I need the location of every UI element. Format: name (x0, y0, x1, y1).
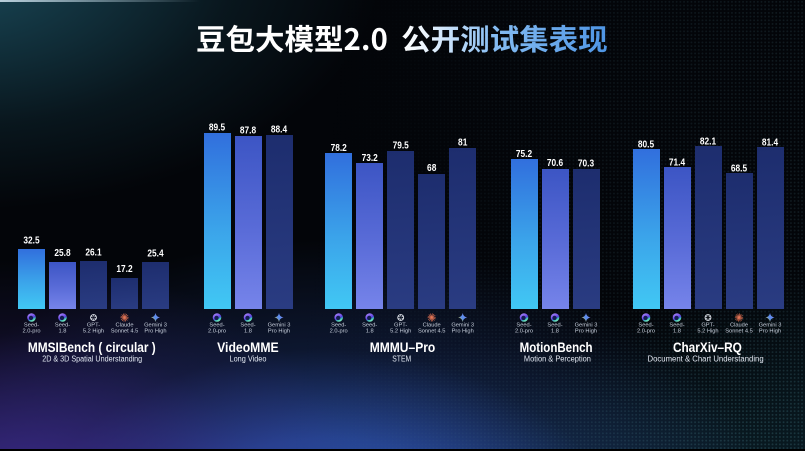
svg-text:2D & 3D Spatial Understanding: 2D & 3D Spatial Understanding (42, 355, 142, 364)
svg-text:Claude: Claude (115, 322, 133, 328)
svg-text:2.0-pro: 2.0-pro (637, 329, 655, 335)
svg-text:5.2 High: 5.2 High (390, 329, 411, 335)
svg-text:Motion & Perception: Motion & Perception (524, 355, 591, 364)
svg-text:Seed-: Seed- (331, 322, 346, 328)
svg-text:32.5: 32.5 (23, 235, 39, 246)
svg-text:1.8: 1.8 (244, 329, 252, 335)
svg-text:81.4: 81.4 (762, 138, 778, 149)
svg-text:Seed-: Seed- (516, 322, 531, 328)
svg-text:78.2: 78.2 (331, 143, 347, 154)
svg-text:79.5: 79.5 (393, 140, 409, 151)
svg-text:71.4: 71.4 (669, 158, 685, 169)
svg-text:VideoMME: VideoMME (217, 340, 279, 355)
svg-text:2.0-pro: 2.0-pro (22, 329, 40, 335)
svg-text:17.2: 17.2 (116, 264, 132, 275)
svg-text:73.2: 73.2 (362, 153, 378, 164)
svg-text:Pro High: Pro High (575, 329, 597, 335)
svg-text:Seed-: Seed- (240, 322, 255, 328)
svg-text:2.0-pro: 2.0-pro (330, 329, 348, 335)
svg-text:CharXiv–RQ: CharXiv–RQ (673, 340, 742, 355)
svg-text:Seed-: Seed- (24, 322, 39, 328)
svg-text:Long Video: Long Video (230, 355, 267, 364)
svg-text:Claude: Claude (423, 322, 441, 328)
svg-text:Seed-: Seed- (209, 322, 224, 328)
svg-text:Seed-: Seed- (547, 322, 562, 328)
svg-text:Seed-: Seed- (669, 322, 684, 328)
svg-text:Claude: Claude (730, 322, 748, 328)
svg-text:Pro High: Pro High (452, 329, 474, 335)
svg-text:Gemini 3: Gemini 3 (144, 322, 167, 328)
svg-text:1.8: 1.8 (673, 329, 681, 335)
svg-text:2.0-pro: 2.0-pro (208, 329, 226, 335)
svg-text:1.8: 1.8 (551, 329, 559, 335)
svg-text:GPT-: GPT- (87, 322, 100, 328)
svg-text:Pro High: Pro High (759, 329, 781, 335)
svg-text:75.2: 75.2 (516, 149, 532, 160)
svg-text:68.5: 68.5 (731, 163, 747, 174)
svg-text:81: 81 (458, 137, 467, 148)
svg-text:GPT-: GPT- (394, 322, 407, 328)
svg-text:26.1: 26.1 (85, 247, 101, 258)
svg-text:5.2 High: 5.2 High (697, 329, 718, 335)
svg-text:Document & Chart Understanding: Document & Chart Understanding (648, 355, 764, 364)
svg-text:2.0-pro: 2.0-pro (515, 329, 533, 335)
svg-text:Sonnet 4.5: Sonnet 4.5 (725, 329, 753, 335)
svg-text:Sonnet 4.5: Sonnet 4.5 (111, 329, 139, 335)
svg-text:70.6: 70.6 (547, 158, 563, 169)
svg-text:Gemini 3: Gemini 3 (451, 322, 474, 328)
svg-text:GPT-: GPT- (701, 322, 714, 328)
svg-text:25.4: 25.4 (147, 248, 163, 259)
svg-text:5.2 High: 5.2 High (83, 329, 104, 335)
svg-text:Seed-: Seed- (55, 322, 70, 328)
svg-text:Gemini 3: Gemini 3 (268, 322, 291, 328)
svg-text:STEM: STEM (392, 355, 411, 364)
svg-text:80.5: 80.5 (638, 140, 654, 151)
svg-text:MMMU–Pro: MMMU–Pro (370, 340, 436, 355)
svg-text:1.8: 1.8 (59, 329, 67, 335)
svg-text:MotionBench: MotionBench (520, 340, 593, 355)
svg-text:82.1: 82.1 (700, 136, 716, 147)
svg-text:Pro High: Pro High (268, 329, 290, 335)
svg-text:Sonnet 4.5: Sonnet 4.5 (418, 329, 446, 335)
svg-text:Seed-: Seed- (638, 322, 653, 328)
svg-text:Gemini 3: Gemini 3 (759, 322, 782, 328)
svg-text:70.3: 70.3 (578, 159, 594, 170)
svg-text:MMSIBench ( circular ): MMSIBench ( circular ) (28, 340, 156, 355)
svg-text:25.8: 25.8 (54, 248, 70, 259)
svg-text:Gemini 3: Gemini 3 (575, 322, 598, 328)
svg-text:68: 68 (427, 163, 436, 174)
svg-text:88.4: 88.4 (271, 125, 287, 136)
svg-text:Seed-: Seed- (362, 322, 377, 328)
svg-text:89.5: 89.5 (209, 122, 225, 133)
svg-text:Pro High: Pro High (144, 329, 166, 335)
svg-text:87.8: 87.8 (240, 126, 256, 137)
svg-text:1.8: 1.8 (366, 329, 374, 335)
